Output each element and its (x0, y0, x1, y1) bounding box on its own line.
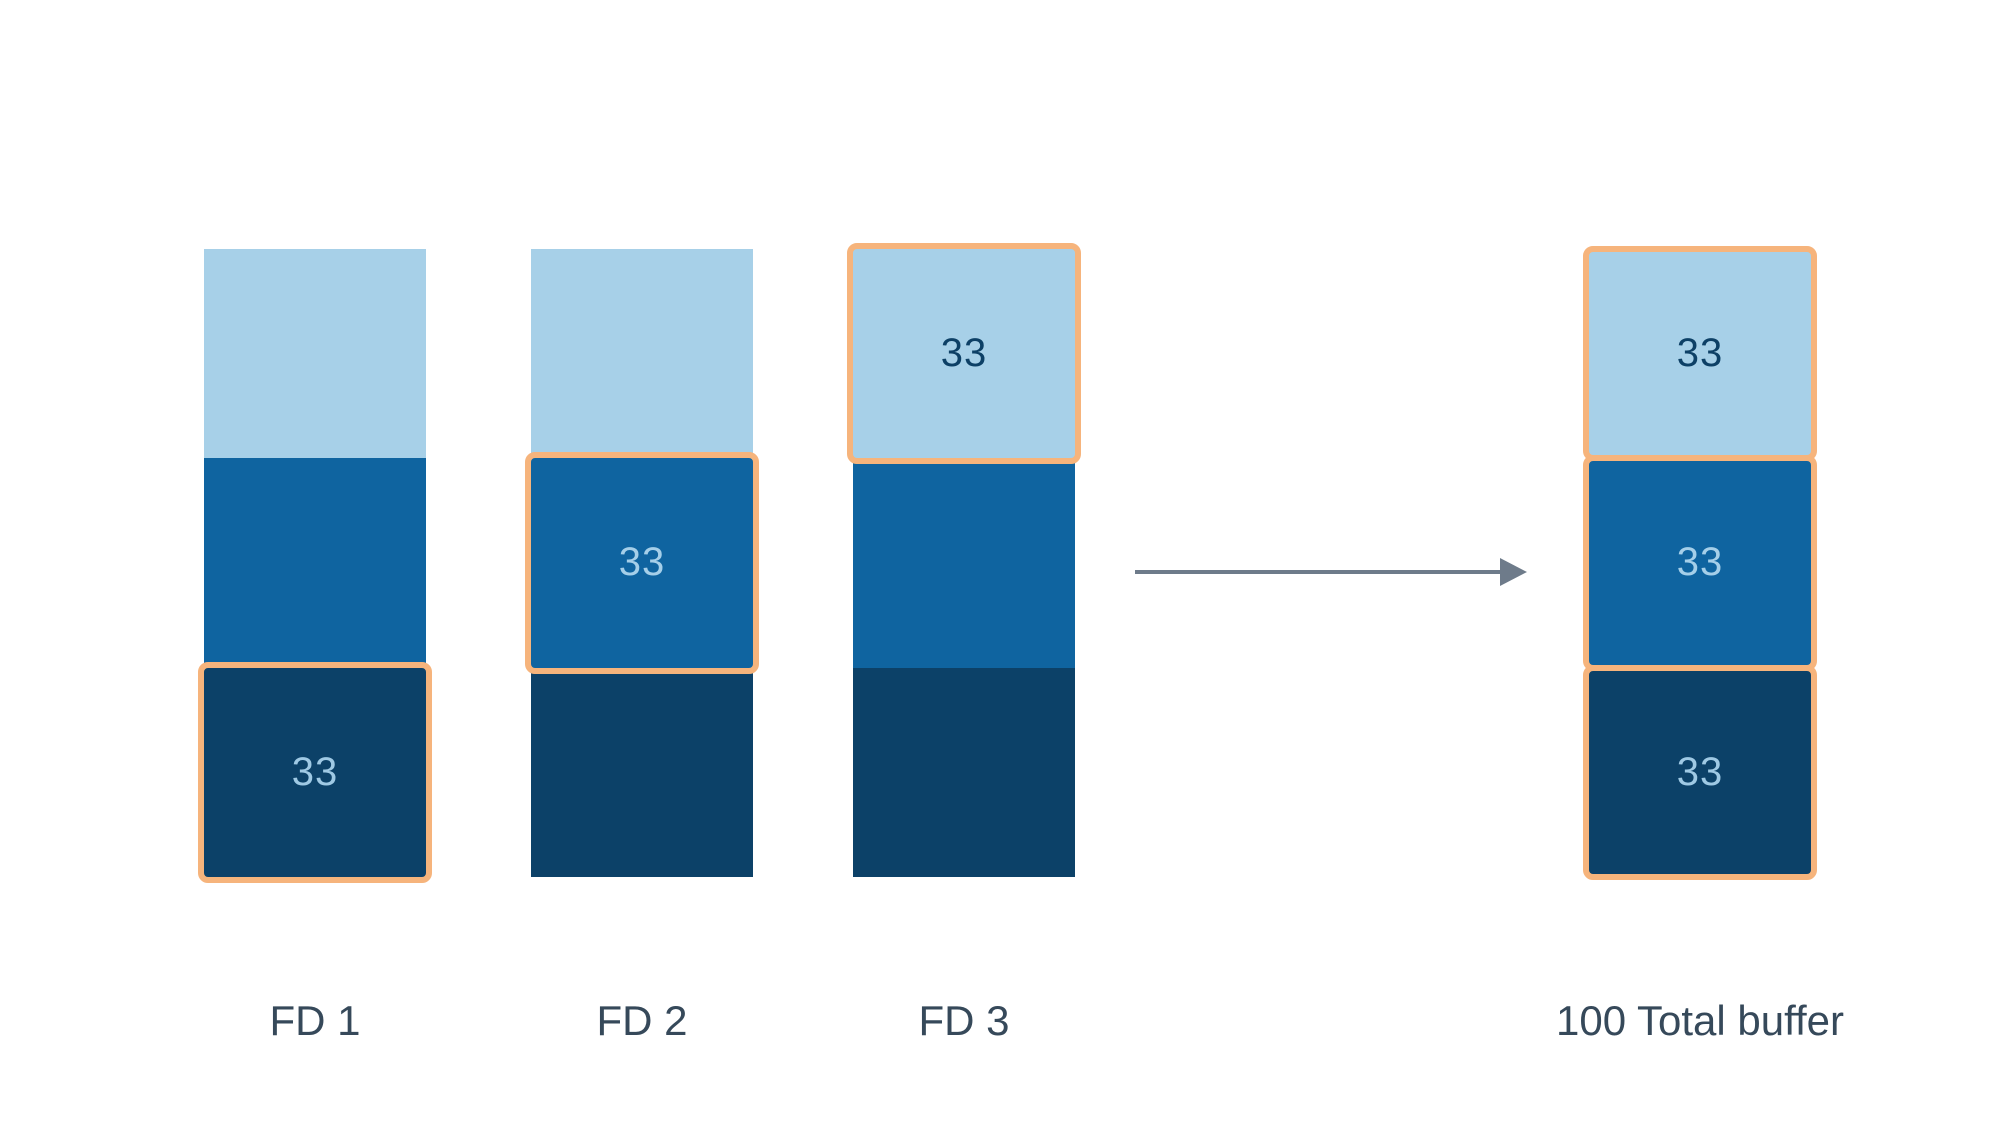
total-buffer-label: 100 Total buffer (1555, 997, 1844, 1044)
total-buffer-column: 33 33 33 (1583, 246, 1817, 880)
fd2-bottom-segment (531, 667, 753, 877)
fd2-column: 33 (525, 249, 759, 877)
fd3-top-segment-highlighted: 33 (847, 243, 1081, 465)
total-buffer-top-value: 33 (1676, 331, 1724, 376)
fd3-column: 33 (847, 243, 1081, 877)
flow-arrow (1135, 558, 1527, 586)
total-buffer-middle-segment: 33 (1583, 455, 1817, 671)
fd1-bottom-segment-highlighted: 33 (198, 661, 432, 883)
total-buffer-bottom-value: 33 (1676, 749, 1724, 794)
total-buffer-bottom-segment: 33 (1583, 664, 1817, 880)
flow-arrow-head-icon (1500, 558, 1527, 586)
fd1-column: 33 (198, 249, 432, 883)
fd3-label: FD 3 (918, 997, 1010, 1044)
fd3-middle-segment (853, 458, 1075, 668)
fd1-middle-segment (204, 458, 426, 668)
flow-arrow-line (1135, 570, 1503, 574)
fd2-middle-segment-highlighted: 33 (525, 452, 759, 674)
fd1-label: FD 1 (269, 997, 361, 1044)
fd3-segment-value: 33 (940, 331, 988, 376)
fd1-segment-value: 33 (291, 749, 339, 794)
total-buffer-top-segment: 33 (1583, 246, 1817, 462)
fd3-bottom-segment (853, 667, 1075, 877)
fd1-top-segment (204, 249, 426, 459)
fd2-label: FD 2 (596, 997, 688, 1044)
fd2-segment-value: 33 (618, 540, 666, 585)
total-buffer-middle-value: 33 (1676, 540, 1724, 585)
fd2-top-segment (531, 249, 753, 459)
